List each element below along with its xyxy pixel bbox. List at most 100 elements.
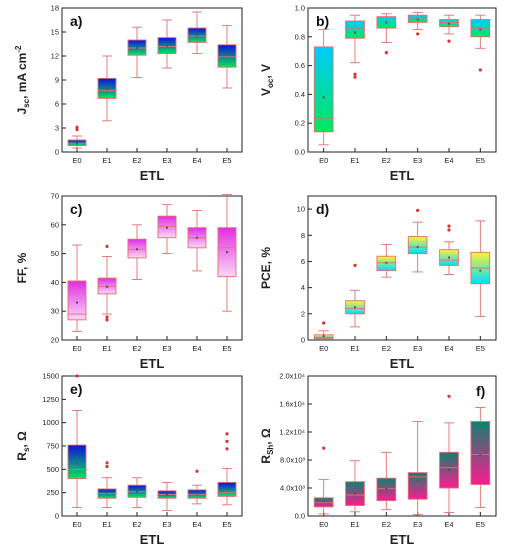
y-tick-label: 1.2x10⁴ <box>279 428 305 437</box>
mean-marker <box>354 492 356 495</box>
box-E5 <box>470 14 491 72</box>
x-tick-label: E1 <box>350 344 359 353</box>
panel-3: 20 30 40 50 60 70 E0 E1 E2 E3 E4 E5 ETL FF, % c) <box>15 192 243 371</box>
mean-marker <box>226 53 228 56</box>
y-tick-label: 1500 <box>42 372 59 381</box>
outlier-point <box>105 315 109 319</box>
outlier-point <box>447 39 451 43</box>
x-tick-label: E0 <box>72 520 81 529</box>
y-tick-label: 2.0x10⁴ <box>279 372 305 381</box>
y-axis-label: Rs, Ω <box>15 431 31 461</box>
y-tick-label: 40 <box>51 278 59 287</box>
x-tick-label: E3 <box>162 344 171 353</box>
x-tick-label: E2 <box>132 520 141 529</box>
y-tick-label: 0.2 <box>295 119 305 128</box>
outlier-point <box>353 263 357 267</box>
mean-marker <box>448 256 450 259</box>
outlier-point <box>416 32 420 36</box>
mean-marker <box>448 22 450 25</box>
outlier-point <box>353 75 357 79</box>
y-tick-label: 6 <box>301 257 305 266</box>
panel-5: 0 250 500 750 1000 1250 1500 E0 E1 E2 E3 E4 E5 ETL Rs,… <box>15 372 243 547</box>
x-tick-label: E4 <box>192 156 201 165</box>
x-tick-label: E1 <box>350 520 359 529</box>
y-tick-label: 10 <box>297 205 305 214</box>
mean-marker <box>322 96 325 99</box>
mean-marker <box>479 454 482 457</box>
outlier-point <box>75 125 79 129</box>
outlier-point <box>225 447 229 451</box>
mean-marker <box>196 492 198 495</box>
box-E4 <box>439 14 459 43</box>
x-axis-label: ETL <box>140 168 165 183</box>
mean-marker <box>354 306 356 309</box>
box-body <box>313 46 334 133</box>
x-tick-label: E4 <box>444 156 453 165</box>
mean-marker <box>136 47 138 49</box>
y-tick-label: 3 <box>55 124 59 133</box>
box-body <box>217 44 237 68</box>
box-E2 <box>127 26 147 79</box>
y-axis-label: Voc, V <box>259 64 275 96</box>
box-E0 <box>67 244 87 332</box>
box-body <box>407 236 428 255</box>
plot-frame <box>307 7 497 153</box>
x-axis-label: ETL <box>390 168 415 183</box>
y-tick-label: 0 <box>301 336 305 345</box>
box-E3 <box>407 208 428 273</box>
outlier-point <box>416 208 420 212</box>
mean-marker <box>226 251 228 254</box>
y-tick-label: 20 <box>51 336 59 345</box>
y-tick-label: 12 <box>51 52 59 61</box>
plot-frame <box>307 195 497 341</box>
y-tick-label: 1250 <box>42 395 59 404</box>
x-tick-label: E3 <box>162 156 171 165</box>
x-axis-label: ETL <box>390 532 415 547</box>
mean-marker <box>136 490 138 493</box>
x-tick-label: E1 <box>102 344 111 353</box>
mean-marker <box>226 487 228 489</box>
plot-frame <box>61 375 243 517</box>
mean-marker <box>166 226 168 229</box>
mean-marker <box>196 236 198 239</box>
box-E3 <box>157 204 177 255</box>
box-E2 <box>127 477 147 509</box>
y-tick-label: 60 <box>51 220 59 229</box>
y-tick-label: 15 <box>51 28 59 37</box>
mean-marker <box>136 248 138 251</box>
panel-2: 0.0 0.2 0.4 0.6 0.8 1.0 E0 E1 E2 E3 E4 E5 ETL Voc, V b… <box>259 4 497 183</box>
box-E5 <box>217 25 237 89</box>
y-tick-label: 50 <box>51 249 59 258</box>
x-tick-label: E2 <box>382 520 391 529</box>
outlier-point <box>384 51 388 55</box>
box-E1 <box>345 14 365 79</box>
outlier-point <box>225 439 229 443</box>
box-body <box>345 20 365 39</box>
mean-marker <box>479 28 482 31</box>
box-body <box>217 481 237 497</box>
box-E1 <box>345 460 365 513</box>
x-tick-label: E4 <box>444 344 453 353</box>
mean-marker <box>385 261 388 264</box>
box-body <box>67 444 87 480</box>
box-E4 <box>187 209 207 272</box>
plot-frame <box>61 7 243 153</box>
x-axis-label: ETL <box>390 356 415 371</box>
y-tick-label: 4 <box>301 283 305 292</box>
box-E2 <box>127 224 147 280</box>
plot-frame <box>307 375 497 517</box>
x-tick-label: E1 <box>102 156 111 165</box>
outlier-point <box>322 446 326 450</box>
x-tick-label: E1 <box>350 156 359 165</box>
box-E1 <box>97 244 117 322</box>
x-tick-label: E5 <box>476 156 485 165</box>
x-tick-label: E0 <box>319 520 328 529</box>
box-E2 <box>376 451 397 511</box>
outlier-point <box>447 394 451 398</box>
outlier-point <box>447 228 451 232</box>
box-E5 <box>470 407 491 509</box>
y-tick-label: 1.0 <box>295 4 305 13</box>
y-tick-label: 30 <box>51 307 59 316</box>
box-E1 <box>345 263 365 328</box>
